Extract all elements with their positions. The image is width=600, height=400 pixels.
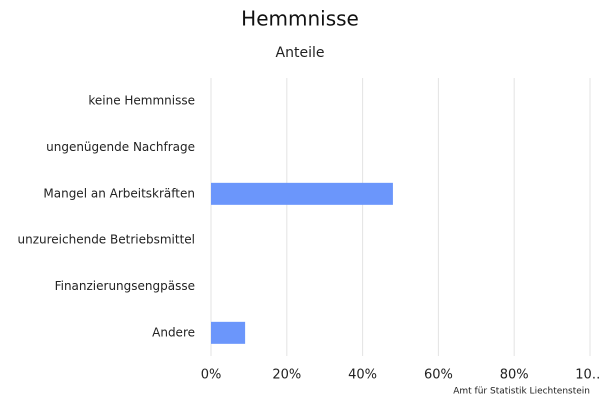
y-tick-label: unzureichende Betriebsmittel — [18, 233, 196, 247]
bar — [211, 182, 393, 205]
x-tick-label: 20% — [272, 368, 301, 383]
x-tick-label: 40% — [348, 368, 377, 383]
x-tick-label: 10… — [575, 368, 600, 383]
bar — [211, 321, 246, 344]
chart-subtitle: Anteile — [276, 45, 325, 61]
x-tick-label: 80% — [500, 368, 529, 383]
credit: Amt für Statistik Liechtenstein — [453, 387, 590, 397]
x-tick-label: 0% — [201, 368, 222, 383]
chart-title: Hemmnisse — [241, 7, 359, 31]
y-tick-label: Mangel an Arbeitskräften — [43, 186, 195, 200]
y-tick-label: Finanzierungsengpässe — [55, 279, 195, 293]
y-tick-label: ungenügende Nachfrage — [46, 140, 195, 154]
x-tick-label: 60% — [424, 368, 453, 383]
y-tick-label: Andere — [152, 325, 195, 339]
y-tick-label: keine Hemmnisse — [88, 94, 195, 108]
